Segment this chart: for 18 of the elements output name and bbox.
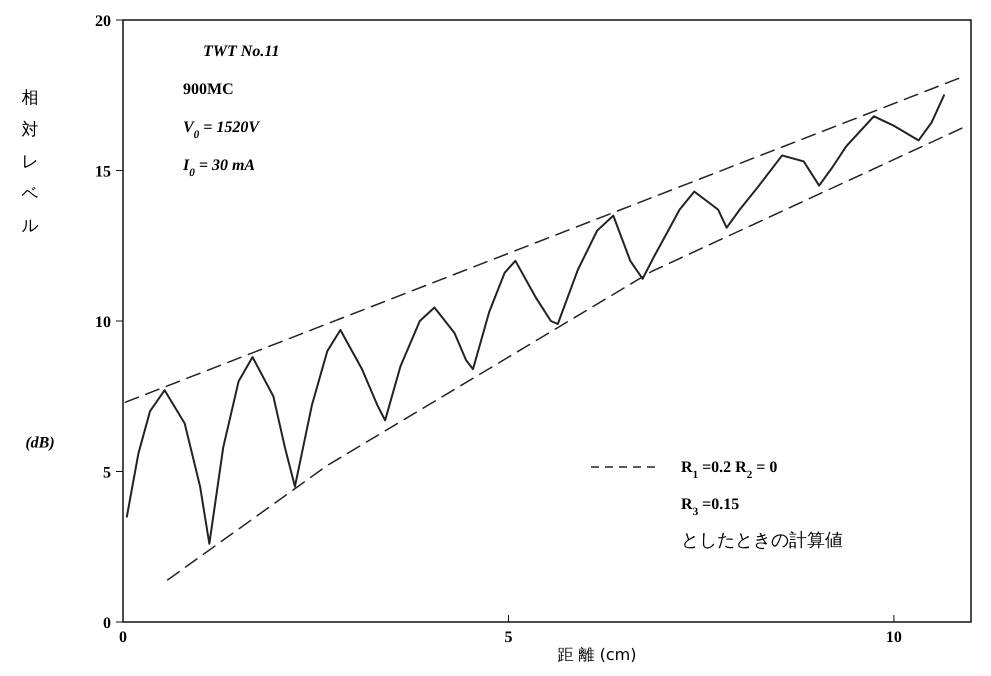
- y-tick-label: 5: [103, 464, 111, 482]
- x-tick-label: 0: [119, 629, 127, 646]
- y-tick-label: 15: [95, 164, 111, 180]
- y-tick-label: 10: [95, 314, 111, 331]
- annotation: 900MC: [183, 81, 234, 98]
- x-tick-label: 5: [504, 629, 512, 646]
- y-tick-label: 0: [103, 615, 111, 632]
- legend-label: R$_{1}$ =0.2 R$_{2}$ = 0: [681, 459, 778, 481]
- annotation: R$_{3}$ =0.15: [681, 496, 740, 518]
- text: (dB): [25, 434, 55, 452]
- y-axis-title: 相対レベル: [22, 88, 38, 236]
- x-tick-label: 10: [886, 629, 902, 646]
- annotation: V$_{0}$ = 1520V: [183, 119, 260, 141]
- y-tick-label: 20: [95, 13, 111, 30]
- x-axis-title: 距 離 (cm): [557, 645, 637, 664]
- annotation: TWT No.11: [203, 43, 280, 60]
- annotation: I$_{0}$ = 30 mA: [182, 157, 256, 179]
- annotation: としたときの計算値: [681, 530, 843, 551]
